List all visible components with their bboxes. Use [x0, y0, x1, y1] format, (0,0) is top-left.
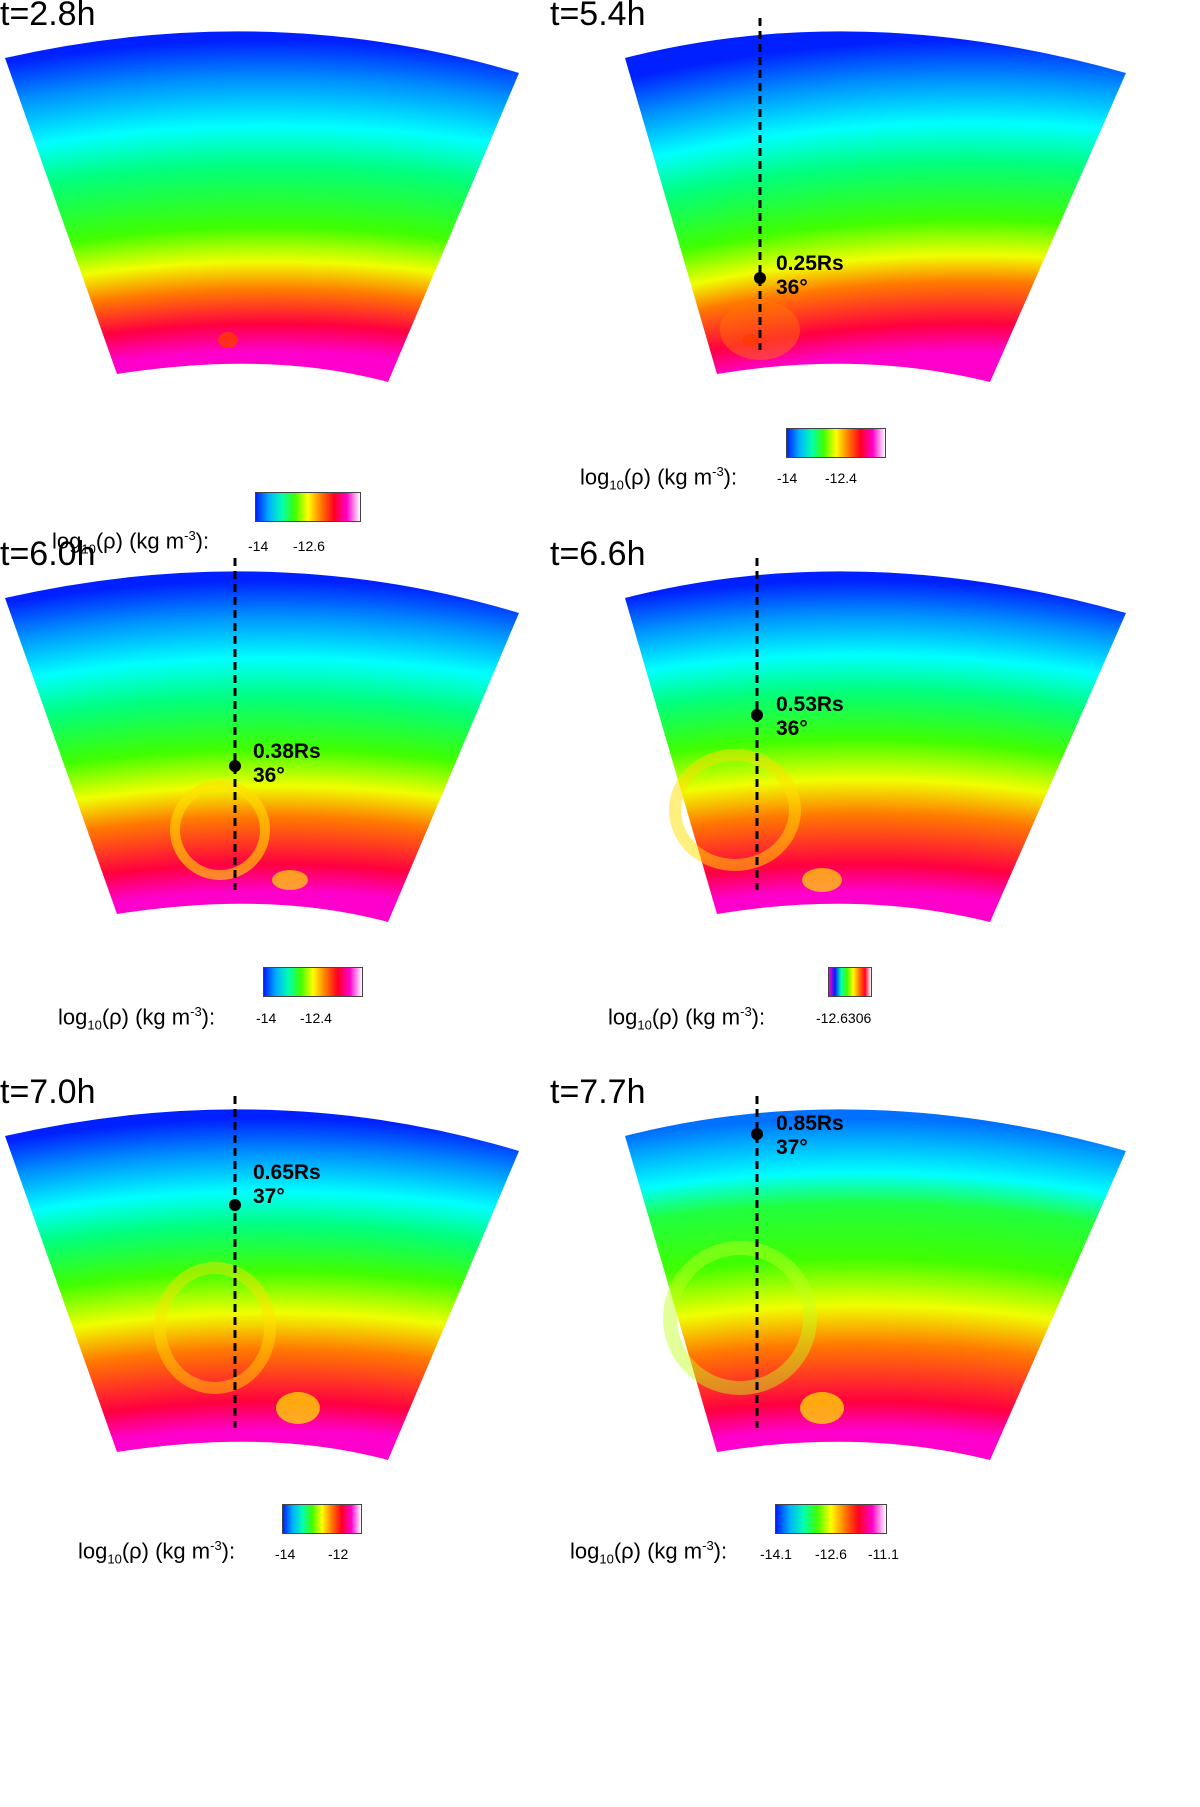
- panel-t54: 0.25Rs 36° t=5.4h log10(ρ) (kg m-3): -14…: [550, 0, 1200, 602]
- front-marker: [754, 272, 766, 284]
- colorbar: [775, 1504, 887, 1534]
- marker-height: 0.85Rs: [776, 1112, 844, 1135]
- density-wedge: [625, 1109, 1126, 1460]
- colorbar-tick: -14: [275, 1546, 296, 1562]
- colorbar-tick: -14: [256, 1010, 277, 1026]
- colorbar-label: log10(ρ) (kg m-3):: [78, 1538, 236, 1567]
- colorbar-tick: -11.1: [868, 1546, 899, 1562]
- colorbar: [255, 492, 361, 522]
- marker-height: 0.38Rs: [253, 740, 321, 763]
- colorbar-tick: -12.6: [293, 538, 325, 554]
- density-wedge: [5, 571, 519, 922]
- density-wedge: [5, 31, 519, 382]
- density-wedge: [625, 571, 1126, 922]
- colorbar-label: log10(ρ) (kg m-3):: [570, 1538, 728, 1567]
- time-label: t=7.7h: [550, 1073, 646, 1111]
- panel-t77: 0.85Rs 37° t=7.7h log10(ρ) (kg m-3): -14…: [550, 1073, 1200, 1680]
- colorbar: [828, 967, 872, 997]
- marker-angle: 36°: [776, 717, 808, 740]
- front-marker: [751, 709, 763, 721]
- colorbar-label: log10(ρ) (kg m-3):: [52, 528, 210, 557]
- time-label: t=6.6h: [550, 535, 646, 573]
- marker-height: 0.65Rs: [253, 1161, 321, 1184]
- marker-height: 0.25Rs: [776, 252, 844, 275]
- front-marker: [229, 1199, 241, 1211]
- colorbar: [786, 428, 886, 458]
- colorbar-tick: -12.6: [815, 1546, 847, 1562]
- density-wedge: [625, 31, 1126, 382]
- density-map: 0.65Rs 37°: [5, 1096, 519, 1460]
- panel-t28: t=2.8h log10(ρ) (kg m-3): -14 -12.6: [0, 0, 600, 602]
- front-marker: [229, 760, 241, 772]
- colorbar-tick: -12: [328, 1546, 349, 1562]
- density-map: 0.85Rs 37°: [625, 1096, 1126, 1460]
- colorbar-label: log10(ρ) (kg m-3):: [58, 1004, 216, 1033]
- marker-angle: 37°: [776, 1136, 808, 1159]
- panel-t66: 0.53Rs 36° t=6.6h log10(ρ) (kg m-3): -12…: [550, 535, 1200, 1142]
- panel-t60: 0.38Rs 36° t=6.0h log10(ρ) (kg m-3): -14…: [0, 535, 600, 1142]
- colorbar: [263, 967, 363, 997]
- density-wedge: [5, 1109, 519, 1460]
- time-label: t=7.0h: [0, 1073, 96, 1111]
- colorbar-tick: -14: [248, 538, 269, 554]
- front-marker: [751, 1128, 763, 1140]
- density-map: 0.38Rs 36°: [5, 558, 519, 922]
- time-label: t=6.0h: [0, 535, 96, 573]
- colorbar-tick: -14: [777, 470, 798, 486]
- marker-angle: 36°: [253, 764, 285, 787]
- time-label: t=2.8h: [0, 0, 96, 33]
- marker-angle: 36°: [776, 276, 808, 299]
- colorbar-tick: -12.4: [825, 470, 857, 486]
- colorbar-tick: -12.4: [300, 1010, 332, 1026]
- time-label: t=5.4h: [550, 0, 646, 33]
- colorbar-label: log10(ρ) (kg m-3):: [608, 1004, 766, 1033]
- colorbar: [282, 1504, 362, 1534]
- density-map: 0.53Rs 36°: [625, 558, 1126, 922]
- density-map: [5, 31, 519, 382]
- panel-t70: 0.65Rs 37° t=7.0h log10(ρ) (kg m-3): -14…: [0, 1073, 600, 1680]
- density-map: 0.25Rs 36°: [625, 18, 1126, 382]
- colorbar-tick: -14.1: [760, 1546, 792, 1562]
- colorbar-tick: -12.6306: [816, 1010, 872, 1026]
- marker-height: 0.53Rs: [776, 693, 844, 716]
- colorbar-label: log10(ρ) (kg m-3):: [580, 464, 738, 493]
- marker-angle: 37°: [253, 1185, 285, 1208]
